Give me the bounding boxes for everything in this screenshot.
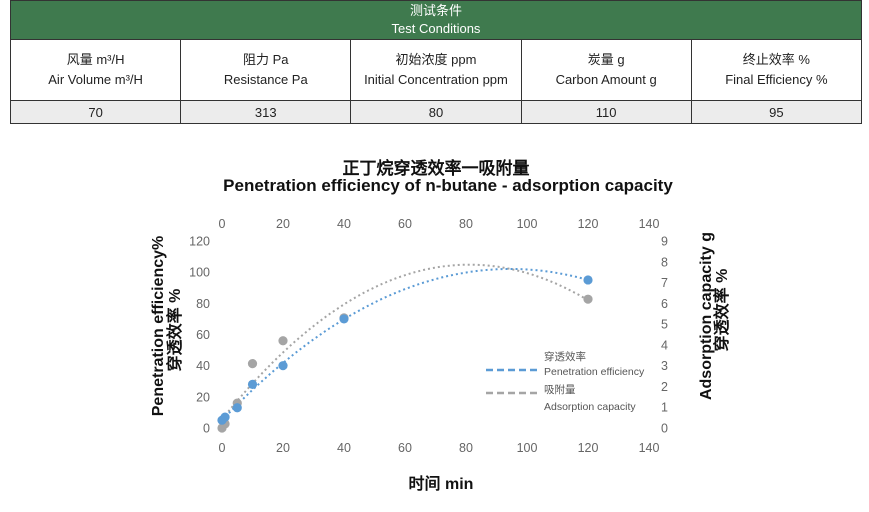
col-label-en: Resistance Pa [223, 72, 308, 87]
col-label-cn: 初始浓度 ppm [395, 52, 477, 67]
y-tick-label-right: 0 [661, 422, 668, 436]
legend-series-2-name-en: Adsorption capacity [544, 401, 636, 413]
data-point-series-2 [247, 358, 258, 369]
y-axis-right-label-cn: 穿透效率 % [712, 269, 731, 352]
x-tick-label-top: 120 [578, 217, 599, 231]
x-tick-label: 140 [639, 441, 660, 455]
col-label-en: Carbon Amount g [555, 72, 657, 87]
col-label-en: Air Volume m³/H [48, 72, 143, 87]
x-tick-label: 0 [219, 441, 226, 455]
y-tick-label-right: 3 [661, 359, 668, 373]
table-header-cn: 测试条件 [409, 3, 462, 18]
y-tick-label-left: 60 [196, 328, 210, 342]
y-tick-label-right: 4 [661, 338, 668, 352]
col-header-carbon-amount: 炭量 g Carbon Amount g [520, 39, 692, 101]
legend-series-1-name: 穿透效率 [544, 350, 586, 363]
chart-title: 正丁烷穿透效率一吸附量 [343, 158, 530, 178]
col-header-air-volume: 风量 m³/H Air Volume m³/H [9, 39, 182, 101]
col-label-en: Final Efficiency % [725, 72, 828, 87]
data-point-series-2 [278, 336, 288, 346]
table-cell-initial-concentration: 80 [350, 100, 522, 124]
table-cell-carbon-amount: 110 [520, 100, 692, 124]
x-tick-label-top: 40 [337, 217, 351, 231]
y-tick-label-left: 100 [189, 266, 210, 280]
col-header-initial-concentration: 初始浓度 ppm Initial Concentration ppm [350, 39, 522, 101]
y-axis-left-label-cn: 穿透效率 % [165, 289, 184, 372]
trendlines [221, 263, 589, 421]
legend-series-1-name-en: Penetration efficiency [544, 366, 645, 378]
legend-series-2-name: 吸附量 [544, 383, 576, 396]
x-tick-label-top: 140 [639, 217, 660, 231]
col-label-cn: 风量 m³/H [66, 52, 125, 67]
x-tick-label-top: 0 [219, 217, 226, 231]
x-tick-label: 120 [578, 441, 599, 455]
table-header-en: Test Conditions [391, 21, 481, 36]
x-tick-label: 100 [517, 441, 538, 455]
tick-labels: 0020204040606080801001001201201401400204… [189, 217, 668, 455]
data-point-series-1 [339, 314, 349, 324]
y-tick-label-left: 120 [189, 235, 210, 249]
y-tick-label-right: 9 [661, 235, 668, 249]
x-axis-label: 时间 min [409, 474, 474, 493]
data-point-series-2 [583, 294, 593, 304]
y-tick-label-left: 40 [196, 359, 210, 373]
x-tick-label: 20 [276, 441, 290, 455]
x-tick-label-top: 20 [276, 217, 290, 231]
table-cell-air-volume: 70 [9, 100, 182, 124]
y-tick-label-left: 0 [203, 422, 210, 436]
table-cell-resistance: 313 [180, 100, 352, 124]
y-tick-label-right: 1 [661, 401, 668, 415]
trendline-series-1 [221, 268, 589, 421]
penetration-adsorption-chart: 正丁烷穿透效率一吸附量 Penetration efficiency of n-… [150, 158, 731, 493]
y-tick-label-right: 8 [661, 255, 668, 269]
col-header-final-efficiency: 终止效率 % Final Efficiency % [690, 39, 863, 101]
x-tick-label-top: 60 [398, 217, 412, 231]
col-header-resistance: 阻力 Pa Resistance Pa [180, 39, 352, 101]
x-tick-label: 60 [398, 441, 412, 455]
col-label-cn: 炭量 g [587, 52, 625, 67]
data-point-series-1 [583, 275, 593, 285]
y-tick-label-left: 20 [196, 390, 210, 404]
col-label-cn: 终止效率 % [742, 52, 810, 67]
trendline-series-2 [221, 263, 589, 420]
data-point-series-1 [278, 361, 288, 371]
data-points [217, 275, 593, 433]
chart-legend: 穿透效率 Penetration efficiency 吸附量 Adsorpti… [486, 350, 645, 413]
y-tick-label-right: 5 [661, 318, 668, 332]
x-tick-label-top: 80 [459, 217, 473, 231]
chart-subtitle: Penetration efficiency of n-butane - ads… [223, 176, 673, 195]
x-tick-label: 80 [459, 441, 473, 455]
y-tick-label-right: 6 [661, 297, 668, 311]
y-axis-left-label-en: Penetration efficiency% [150, 236, 167, 417]
y-tick-label-right: 2 [661, 380, 668, 394]
data-point-series-1 [220, 412, 230, 422]
data-point-series-1 [232, 403, 242, 413]
y-tick-label-right: 7 [661, 276, 668, 290]
y-tick-label-left: 80 [196, 297, 210, 311]
table-header: 测试条件 Test Conditions [10, 0, 862, 40]
y-axis-right-label-en: Adsorption capacity g [698, 232, 715, 400]
col-label-cn: 阻力 Pa [243, 52, 289, 67]
col-label-en: Initial Concentration ppm [364, 72, 508, 87]
table-cell-final-efficiency: 95 [690, 100, 863, 124]
test-conditions-table: 测试条件 Test Conditions 风量 m³/H Air Volume … [9, 0, 863, 124]
x-tick-label: 40 [337, 441, 351, 455]
data-point-series-1 [247, 379, 258, 389]
x-tick-label-top: 100 [517, 217, 538, 231]
